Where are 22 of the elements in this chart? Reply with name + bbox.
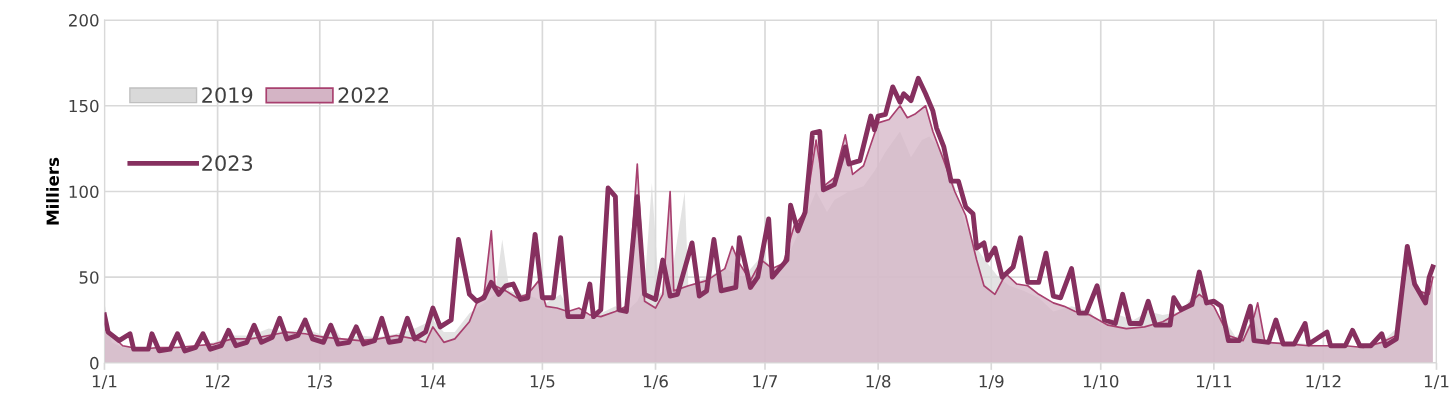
x-tick-label: 1/12 (1306, 375, 1341, 389)
y-tick-label: 50 (79, 271, 99, 284)
x-tick-label: 1/4 (421, 375, 446, 389)
x-tick-label: 1/6 (643, 375, 668, 389)
x-tick-label: 1/2 (206, 375, 230, 389)
x-tick-label: 1/1 (1424, 375, 1449, 389)
x-tick-label: 1/5 (530, 375, 555, 389)
x-tick-label: 1/3 (308, 375, 332, 389)
x-tick-label: 1/9 (979, 375, 1004, 389)
legend-label: 2023 (202, 155, 253, 172)
x-tick-label: 1/11 (1197, 375, 1232, 389)
x-tick-label: 1/8 (866, 375, 891, 389)
y-tick-label: 0 (90, 356, 99, 370)
y-axis-title: Milliers (46, 157, 60, 225)
y-tick-label: 100 (69, 185, 99, 199)
y-tick-label: 150 (69, 99, 99, 113)
x-tick-label: 1/10 (1083, 375, 1119, 389)
y-tick-label: 200 (69, 14, 99, 27)
x-tick-label: 1/7 (753, 375, 777, 389)
x-tick-label: 1/1 (92, 375, 117, 389)
legend-label: 2019 (202, 87, 253, 103)
legend-label: 2022 (338, 87, 388, 103)
